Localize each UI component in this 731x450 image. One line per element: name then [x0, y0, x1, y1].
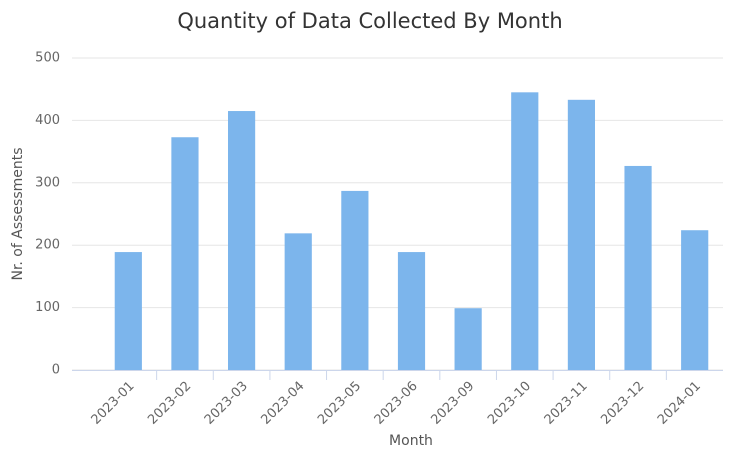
x-tick-label: 2023-11 — [542, 379, 591, 428]
x-tick-label: 2023-05 — [315, 379, 364, 428]
x-axis-title: Month — [389, 433, 433, 449]
bar — [284, 233, 312, 370]
bar — [114, 252, 142, 370]
x-tick-label: 2023-12 — [598, 379, 647, 428]
bar — [624, 165, 652, 370]
x-tick-label: 2023-10 — [485, 379, 534, 428]
x-tick-label: 2023-03 — [202, 379, 251, 428]
y-tick-label: 200 — [35, 238, 60, 253]
bar — [341, 190, 369, 370]
bar — [397, 252, 426, 370]
x-tick-label: 2024-01 — [655, 379, 704, 428]
y-tick-label: 100 — [35, 300, 60, 315]
bar — [681, 230, 709, 370]
y-axis-title: Nr. of Assessments — [10, 147, 26, 280]
bar — [227, 111, 256, 370]
chart-title: Quantity of Data Collected By Month — [177, 9, 562, 33]
y-tick-label: 400 — [35, 113, 60, 128]
y-tick-label: 0 — [52, 363, 60, 378]
bar — [567, 99, 596, 371]
x-tick-label: 2023-06 — [372, 379, 421, 428]
y-tick-label: 300 — [35, 175, 60, 190]
bar — [171, 137, 199, 370]
bar — [511, 92, 539, 370]
bar — [454, 308, 482, 370]
y-tick-label: 500 — [35, 51, 60, 66]
x-tick-label: 2023-09 — [428, 379, 477, 428]
x-tick-label: 2023-01 — [89, 379, 138, 428]
x-tick-label: 2023-02 — [145, 379, 194, 428]
x-tick-label: 2023-04 — [259, 379, 308, 428]
